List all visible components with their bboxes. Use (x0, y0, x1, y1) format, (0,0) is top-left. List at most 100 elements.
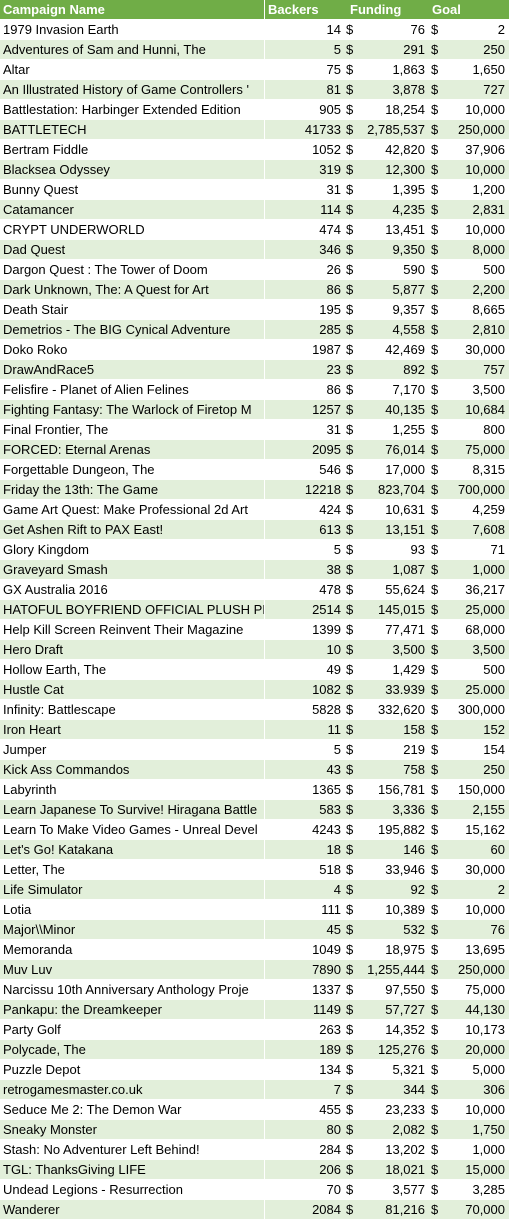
cell-campaign-name[interactable]: Memoranda (0, 940, 265, 959)
cell-campaign-name[interactable]: Altar (0, 60, 265, 79)
cell-campaign-name[interactable]: Polycade, The (0, 1040, 265, 1059)
cell-funding[interactable]: $219 (344, 740, 428, 759)
cell-funding[interactable]: $892 (344, 360, 428, 379)
cell-funding[interactable]: $1,255 (344, 420, 428, 439)
cell-goal[interactable]: $70,000 (428, 1200, 508, 1219)
cell-funding[interactable]: $13,202 (344, 1140, 428, 1159)
cell-backers[interactable]: 189 (319, 1042, 341, 1057)
cell-goal[interactable]: $3,500 (428, 640, 508, 659)
cell-funding[interactable]: $1,863 (344, 60, 428, 79)
cell-goal[interactable]: $154 (428, 740, 508, 759)
cell-goal[interactable]: $2,810 (428, 320, 508, 339)
cell-campaign-name[interactable]: Dark Unknown, The: A Quest for Art (0, 280, 265, 299)
cell-campaign-name[interactable]: Learn Japanese To Survive! Hiragana Batt… (0, 800, 265, 819)
cell-goal[interactable]: $727 (428, 80, 508, 99)
cell-funding[interactable]: $23,233 (344, 1100, 428, 1119)
cell-goal[interactable]: $8,000 (428, 240, 508, 259)
cell-funding[interactable]: $146 (344, 840, 428, 859)
cell-backers[interactable]: 45 (326, 922, 341, 937)
cell-funding[interactable]: $2,785,537 (344, 120, 428, 139)
cell-backers[interactable]: 613 (319, 522, 341, 537)
cell-backers[interactable]: 474 (319, 222, 341, 237)
cell-funding[interactable]: $14,352 (344, 1020, 428, 1039)
cell-goal[interactable]: $30,000 (428, 860, 508, 879)
cell-campaign-name[interactable]: Life Simulator (0, 880, 265, 899)
cell-campaign-name[interactable]: Sneaky Monster (0, 1120, 265, 1139)
cell-campaign-name[interactable]: Hollow Earth, The (0, 660, 265, 679)
cell-backers[interactable]: 319 (319, 162, 341, 177)
cell-funding[interactable]: $9,350 (344, 240, 428, 259)
cell-backers[interactable]: 49 (326, 662, 341, 677)
cell-funding[interactable]: $18,975 (344, 940, 428, 959)
cell-campaign-name[interactable]: Lotia (0, 900, 265, 919)
cell-funding[interactable]: $344 (344, 1080, 428, 1099)
cell-funding[interactable]: $1,255,444 (344, 960, 428, 979)
cell-goal[interactable]: $5,000 (428, 1060, 508, 1079)
cell-goal[interactable]: $68,000 (428, 620, 508, 639)
header-goal[interactable]: Goal (432, 2, 461, 17)
cell-funding[interactable]: $33.939 (344, 680, 428, 699)
cell-funding[interactable]: $93 (344, 540, 428, 559)
cell-campaign-name[interactable]: Narcissu 10th Anniversary Anthology Proj… (0, 980, 265, 999)
cell-campaign-name[interactable]: Friday the 13th: The Game (0, 480, 265, 499)
cell-goal[interactable]: $1,200 (428, 180, 508, 199)
cell-goal[interactable]: $60 (428, 840, 508, 859)
cell-goal[interactable]: $4,259 (428, 500, 508, 519)
cell-goal[interactable]: $1,000 (428, 1140, 508, 1159)
cell-goal[interactable]: $30,000 (428, 340, 508, 359)
cell-backers[interactable]: 5 (333, 542, 341, 557)
cell-campaign-name[interactable]: Final Frontier, The (0, 420, 265, 439)
cell-goal[interactable]: $10,173 (428, 1020, 508, 1039)
cell-goal[interactable]: $20,000 (428, 1040, 508, 1059)
cell-backers[interactable]: 86 (326, 382, 341, 397)
cell-backers[interactable]: 1257 (312, 402, 341, 417)
cell-campaign-name[interactable]: Dargon Quest : The Tower of Doom (0, 260, 265, 279)
cell-backers[interactable]: 18 (326, 842, 341, 857)
cell-goal[interactable]: $150,000 (428, 780, 508, 799)
cell-campaign-name[interactable]: Bertram Fiddle (0, 140, 265, 159)
cell-backers[interactable]: 41733 (304, 122, 341, 137)
cell-backers[interactable]: 10 (326, 642, 341, 657)
cell-campaign-name[interactable]: Doko Roko (0, 340, 265, 359)
cell-campaign-name[interactable]: Fighting Fantasy: The Warlock of Firetop… (0, 400, 265, 419)
cell-backers[interactable]: 80 (326, 1122, 341, 1137)
cell-campaign-name[interactable]: Catamancer (0, 200, 265, 219)
cell-funding[interactable]: $4,558 (344, 320, 428, 339)
cell-goal[interactable]: $2,200 (428, 280, 508, 299)
cell-funding[interactable]: $40,135 (344, 400, 428, 419)
cell-funding[interactable]: $5,877 (344, 280, 428, 299)
cell-goal[interactable]: $10,000 (428, 220, 508, 239)
cell-goal[interactable]: $36,217 (428, 580, 508, 599)
cell-campaign-name[interactable]: Iron Heart (0, 720, 265, 739)
cell-goal[interactable]: $700,000 (428, 480, 508, 499)
cell-backers[interactable]: 2084 (312, 1202, 341, 1217)
cell-goal[interactable]: $300,000 (428, 700, 508, 719)
cell-backers[interactable]: 285 (319, 322, 341, 337)
cell-goal[interactable]: $500 (428, 260, 508, 279)
cell-backers[interactable]: 195 (319, 302, 341, 317)
cell-goal[interactable]: $2 (428, 20, 508, 39)
cell-funding[interactable]: $10,389 (344, 900, 428, 919)
cell-funding[interactable]: $590 (344, 260, 428, 279)
cell-backers[interactable]: 81 (326, 82, 341, 97)
cell-goal[interactable]: $250 (428, 760, 508, 779)
cell-goal[interactable]: $25.000 (428, 680, 508, 699)
cell-goal[interactable]: $152 (428, 720, 508, 739)
cell-campaign-name[interactable]: Hero Draft (0, 640, 265, 659)
cell-campaign-name[interactable]: Kick Ass Commandos (0, 760, 265, 779)
header-backers[interactable]: Backers (268, 2, 319, 17)
cell-funding[interactable]: $13,451 (344, 220, 428, 239)
cell-funding[interactable]: $291 (344, 40, 428, 59)
cell-campaign-name[interactable]: Major\\Minor (0, 920, 265, 939)
cell-campaign-name[interactable]: BATTLETECH (0, 120, 265, 139)
cell-funding[interactable]: $97,550 (344, 980, 428, 999)
cell-backers[interactable]: 455 (319, 1102, 341, 1117)
cell-funding[interactable]: $12,300 (344, 160, 428, 179)
cell-campaign-name[interactable]: Party Golf (0, 1020, 265, 1039)
cell-funding[interactable]: $9,357 (344, 300, 428, 319)
cell-backers[interactable]: 26 (326, 262, 341, 277)
cell-goal[interactable]: $3,285 (428, 1180, 508, 1199)
cell-goal[interactable]: $8,315 (428, 460, 508, 479)
cell-campaign-name[interactable]: Game Art Quest: Make Professional 2d Art (0, 500, 265, 519)
cell-campaign-name[interactable]: Wanderer (0, 1200, 265, 1219)
